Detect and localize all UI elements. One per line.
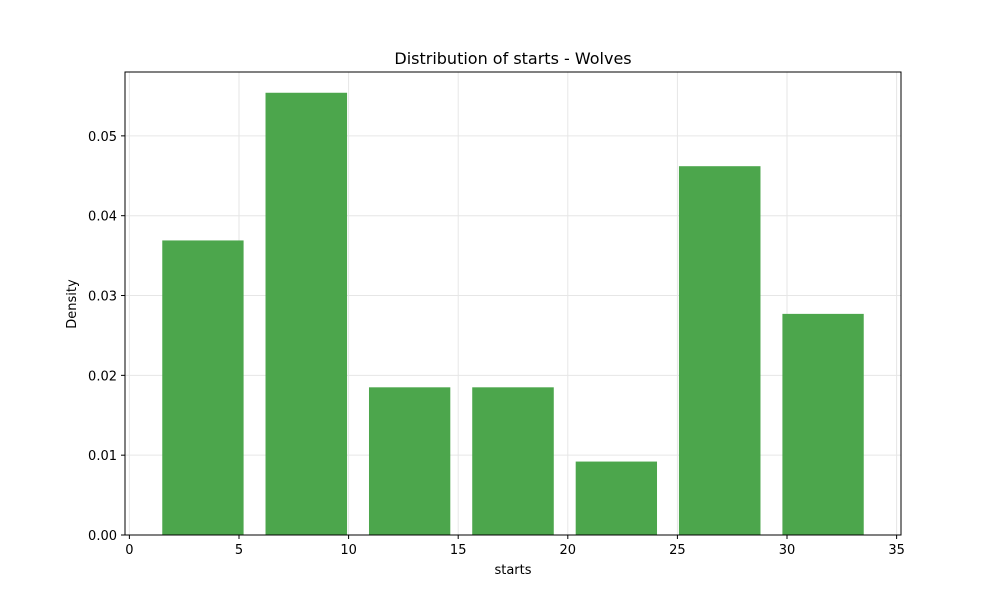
y-tick-label: 0.04 — [88, 210, 117, 225]
y-axis-ticks: 0.00 0.01 0.02 0.03 0.04 0.05 — [88, 130, 125, 544]
x-tick-label: 5 — [235, 543, 243, 558]
histogram-bar — [472, 387, 554, 535]
x-tick-label: 20 — [560, 543, 577, 558]
x-tick-label: 10 — [340, 543, 357, 558]
histogram-bar — [678, 166, 761, 536]
histogram-bar — [162, 240, 244, 535]
histogram-bar — [265, 92, 348, 535]
grid-lines — [125, 72, 901, 536]
x-tick-label: 15 — [450, 543, 467, 558]
y-tick-label: 0.01 — [88, 449, 117, 464]
y-tick-label: 0.02 — [88, 369, 117, 384]
y-tick-label: 0.00 — [88, 529, 117, 544]
histogram-bar — [782, 313, 864, 535]
y-tick-label: 0.05 — [88, 130, 117, 145]
y-tick-label: 0.03 — [88, 290, 117, 305]
x-axis-ticks: 0 5 10 15 20 25 30 35 — [125, 535, 905, 558]
x-tick-label: 0 — [125, 543, 133, 558]
x-tick-label: 35 — [888, 543, 905, 558]
x-axis-label: starts — [494, 563, 531, 578]
y-axis-label: Density — [65, 279, 80, 329]
plot-frame — [124, 71, 902, 536]
histogram-bar — [368, 387, 451, 535]
x-tick-label: 25 — [669, 543, 686, 558]
x-tick-label: 30 — [779, 543, 796, 558]
histogram-bar — [575, 461, 658, 535]
chart-title: Distribution of starts - Wolves — [394, 49, 631, 68]
bars — [162, 92, 864, 536]
